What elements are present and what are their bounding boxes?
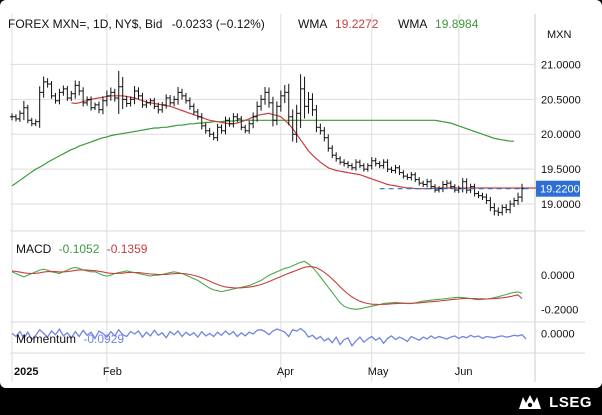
wma-long-layer (11, 119, 515, 187)
x-tick-label: Apr (277, 366, 294, 378)
x-tick-label: 2025 (14, 366, 38, 378)
macd-line (11, 260, 523, 310)
macd-y-tick-label: -0.2000 (541, 305, 578, 317)
macd-legend: MACD -0.1052 -0.1359 (16, 242, 148, 256)
macd-layer (11, 260, 523, 310)
last-price-label: 19.2200 (540, 184, 580, 196)
brand-name: LSEG (549, 393, 592, 411)
wma-short-label: WMA (298, 17, 327, 31)
last-price-layer: 19.2200 (379, 180, 580, 197)
ohlc-bars (10, 70, 524, 217)
momentum-value: -0.0929 (83, 332, 124, 346)
x-tick-label: Jun (455, 366, 473, 378)
price-y-tick-label: 19.5000 (541, 164, 581, 176)
momentum-legend: Momentum -0.0929 (16, 332, 124, 346)
macd-label: MACD (16, 242, 52, 256)
momentum-line (11, 327, 527, 347)
footer-bar (0, 388, 602, 415)
y-axis-labels: 21.0000 20.5000 20.0000 19.5000 19.0000 0.000… (541, 59, 581, 340)
gridlines (10, 14, 535, 382)
wma-short-value: 19.2272 (335, 17, 379, 31)
legend-wma-short: WMA 19.2272 (298, 17, 379, 31)
price-y-tick-label: 19.0000 (541, 199, 581, 211)
legend-symbol: FOREX MXN=, 1D, NY$, Bid -0.0233 (−0.12%… (8, 17, 265, 31)
y-unit-label: MXN (547, 29, 572, 41)
change-label: -0.0233 (−0.12%) (172, 17, 265, 31)
lseg-crest-icon (519, 395, 542, 409)
momentum-layer (11, 327, 527, 347)
wma-long-label: WMA (398, 17, 427, 31)
signal-line (11, 266, 523, 306)
macd-value: -0.1052 (59, 242, 100, 256)
chart-canvas: 19.2200 21.0000 20.5000 20.0000 19.5000 19.0… (8, 14, 585, 382)
momentum-label: Momentum (16, 332, 76, 346)
momentum-y-tick-label: 0.0000 (541, 328, 575, 340)
wma-long-line (11, 119, 515, 187)
brand-logo: LSEG (517, 393, 592, 411)
macd-y-tick-label: 0.0000 (541, 270, 575, 282)
x-tick-label: Feb (103, 366, 122, 378)
wma-long-value: 19.8984 (435, 17, 479, 31)
legend-wma-long: WMA 19.8984 (398, 17, 479, 31)
price-y-tick-label: 21.0000 (541, 59, 581, 71)
x-axis-labels: 2025 Feb Apr May Jun (14, 366, 472, 378)
x-tick-label: May (368, 366, 389, 378)
chart-frame: 19.2200 21.0000 20.5000 20.0000 19.5000 19.0… (0, 0, 602, 388)
symbol-label: FOREX MXN=, 1D, NY$, Bid (8, 17, 162, 31)
last-price-tag (536, 180, 580, 197)
price-y-tick-label: 20.5000 (541, 94, 581, 106)
price-y-tick-label: 20.0000 (541, 129, 581, 141)
signal-value: -0.1359 (107, 242, 148, 256)
